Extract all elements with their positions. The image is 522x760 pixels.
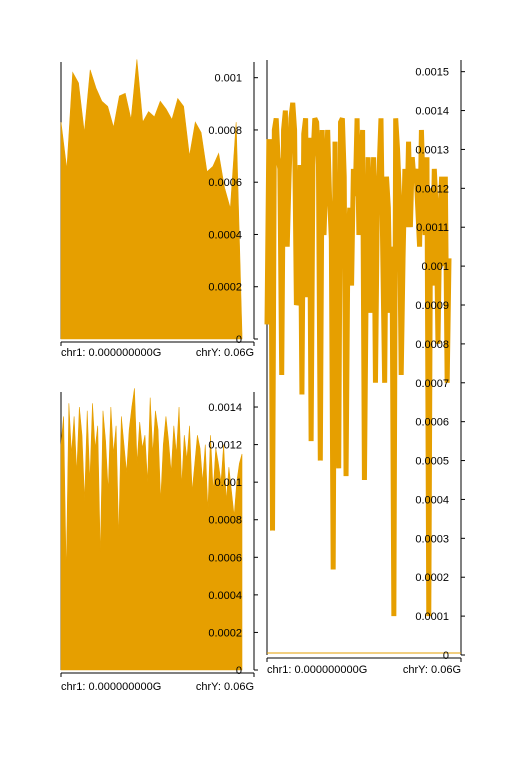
y-tick-label: 0 (236, 334, 242, 346)
y-tick-label: 0.0014 (208, 402, 242, 414)
x-label-start: chr1: 0.000000000G (267, 664, 367, 676)
chart-panel-2: 0 0.0002 0.0004 0.0006 0.0008 0.001 0.0012 0.00… (60, 388, 258, 693)
y-tick-label: 0 (443, 650, 449, 662)
y-tick-label: 0.0006 (208, 552, 242, 564)
y-tick-label: 0.0008 (208, 125, 242, 137)
y-tick-label: 0.0013 (415, 144, 449, 156)
y-tick-label: 0.0014 (415, 106, 449, 118)
y-tick-label: 0.0004 (415, 494, 449, 506)
y-tick-label: 0.0003 (415, 533, 449, 545)
y-tick-label: 0.001 (421, 261, 449, 273)
y-tick-label: 0.0012 (208, 440, 242, 452)
y-tick-label: 0.0005 (415, 456, 449, 468)
x-label-start: chr1: 0.000000000G (61, 681, 161, 693)
y-tick-label: 0.0001 (415, 611, 449, 623)
y-tick-label: 0.0004 (208, 229, 242, 241)
y-tick-label: 0.0007 (415, 378, 449, 390)
y-tick-label: 0.0012 (415, 183, 449, 195)
y-tick-label: 0.0002 (208, 627, 242, 639)
x-label-start: chr1: 0.000000000G (61, 347, 161, 359)
y-tick-label: 0.0009 (415, 300, 449, 312)
x-label-end: chrY: 0.06G (196, 347, 254, 359)
y-tick-label: 0.0006 (208, 177, 242, 189)
chart-panel-3: 0 0.0001 0.0002 0.0003 0.0004 0.0005 0.0006 0.0… (264, 60, 465, 676)
y-tick-label: 0.0008 (208, 515, 242, 527)
area-series (60, 59, 243, 340)
y-tick-label: 0 (236, 665, 242, 677)
y-tick-label: 0.0002 (208, 282, 242, 294)
y-tick-label: 0.0008 (415, 339, 449, 351)
line-series (264, 102, 452, 617)
y-tick-label: 0.0011 (416, 222, 449, 234)
y-tick-label: 0.0004 (208, 590, 242, 602)
x-label-end: chrY: 0.06G (196, 681, 254, 693)
y-tick-label: 0.0015 (415, 67, 449, 79)
y-tick-label: 0.001 (214, 477, 242, 489)
y-tick-label: 0.001 (214, 73, 242, 85)
y-tick-label: 0.0006 (415, 417, 449, 429)
x-label-end: chrY: 0.06G (403, 664, 461, 676)
chart-panel-1: 0 0.0002 0.0004 0.0006 0.0008 0.001 chr1: 0.00… (60, 59, 258, 359)
y-tick-label: 0.0002 (415, 572, 449, 584)
area-series (60, 388, 243, 671)
